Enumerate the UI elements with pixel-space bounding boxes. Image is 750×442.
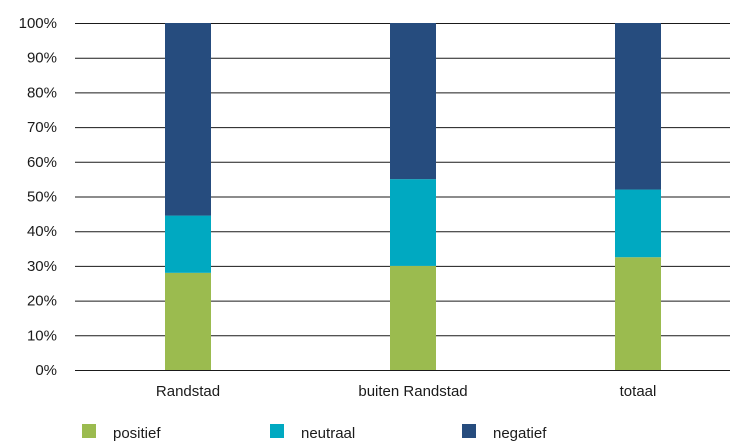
y-axis-tick-labels: 0% 10% 20% 30% 40% 50% 60% 70% 80% 90% 100% bbox=[19, 15, 57, 379]
legend-label-negatief: negatief bbox=[493, 425, 547, 442]
y-tick-label: 100% bbox=[19, 15, 57, 32]
legend-swatch-neutraal bbox=[270, 424, 284, 438]
bars bbox=[165, 23, 661, 370]
legend-swatch-negatief bbox=[462, 424, 476, 438]
x-category-label: Randstad bbox=[156, 383, 220, 400]
y-tick-label: 90% bbox=[27, 50, 57, 67]
bar-segment-neutraal bbox=[165, 215, 211, 273]
legend-swatch-positief bbox=[82, 424, 96, 438]
legend-label-positief: positief bbox=[113, 425, 161, 442]
legend-label-neutraal: neutraal bbox=[301, 425, 355, 442]
y-tick-label: 60% bbox=[27, 154, 57, 171]
legend: positief neutraal negatief bbox=[82, 424, 547, 442]
y-tick-label: 30% bbox=[27, 258, 57, 275]
bar-segment-negatief bbox=[390, 23, 436, 180]
bar-segment-positief bbox=[165, 272, 211, 370]
y-tick-label: 40% bbox=[27, 223, 57, 240]
y-tick-label: 80% bbox=[27, 84, 57, 101]
bar-segment-positief bbox=[615, 257, 661, 370]
bar-segment-positief bbox=[390, 265, 436, 370]
y-tick-label: 50% bbox=[27, 189, 57, 206]
y-tick-label: 20% bbox=[27, 293, 57, 310]
x-category-label: buiten Randstad bbox=[358, 383, 467, 400]
x-axis-category-labels: Randstad buiten Randstad totaal bbox=[156, 383, 656, 400]
y-tick-label: 10% bbox=[27, 327, 57, 344]
y-tick-label: 70% bbox=[27, 119, 57, 136]
y-tick-label: 0% bbox=[35, 362, 57, 379]
bar-segment-negatief bbox=[165, 23, 211, 216]
bar-segment-negatief bbox=[615, 23, 661, 190]
bar-segment-neutraal bbox=[390, 179, 436, 266]
bar-segment-neutraal bbox=[615, 189, 661, 258]
x-category-label: totaal bbox=[620, 383, 657, 400]
